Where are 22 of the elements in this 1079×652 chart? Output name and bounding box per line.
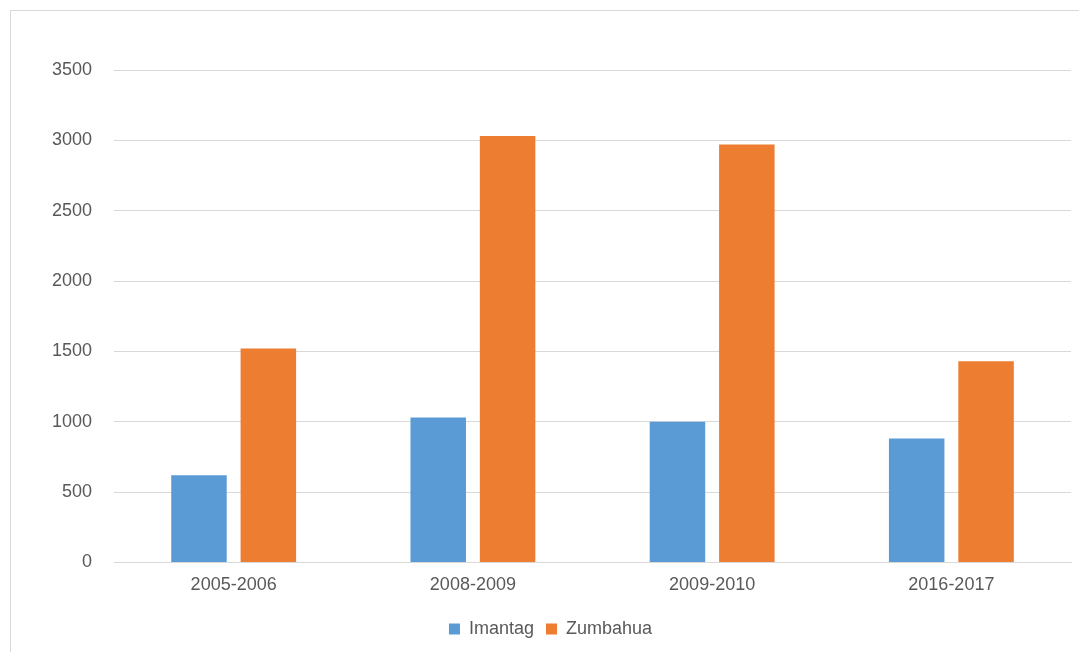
legend-label: Zumbahua [565, 617, 654, 638]
legend-label: Imantag [468, 617, 534, 638]
y-tick-label: 500 [62, 481, 93, 502]
x-tick-label: 2008-2009 [429, 574, 516, 595]
bar [479, 136, 536, 562]
y-tick-label: 2500 [52, 199, 93, 220]
x-tick-label: 2005-2006 [190, 574, 277, 595]
x-tick-label: 2016-2017 [908, 574, 995, 595]
bar [240, 348, 297, 562]
y-tick-label: 0 [82, 551, 93, 572]
bar [171, 475, 227, 562]
bar [649, 421, 706, 562]
bar [958, 361, 1014, 562]
y-tick-label: 2000 [52, 270, 93, 290]
bar [719, 144, 775, 562]
y-tick-label: 1000 [52, 410, 93, 431]
bar [410, 417, 466, 562]
y-tick-label: 1500 [52, 340, 93, 361]
y-tick-label: 3500 [52, 58, 93, 79]
x-tick-label: 2009-2010 [669, 574, 756, 595]
bar [888, 438, 945, 562]
y-tick-label: 3000 [52, 129, 93, 150]
